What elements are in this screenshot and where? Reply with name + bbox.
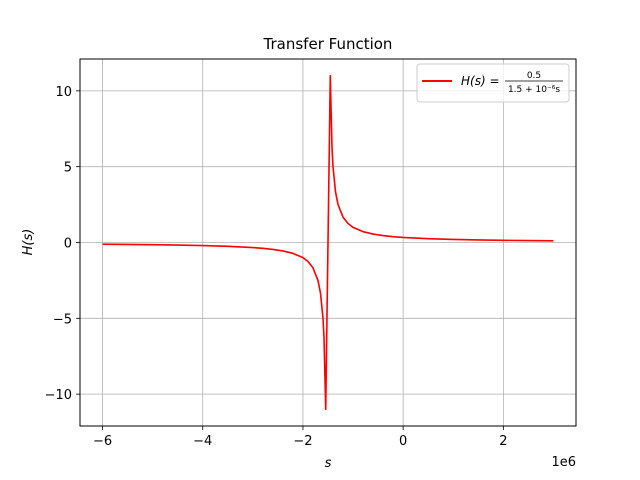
series-layer [102,74,554,411]
y-tick-label: −5 [53,312,72,327]
x-axis-offset-label: 1e6 [551,455,576,470]
legend-numerator: 0.5 [527,71,541,81]
y-axis: −10 −5 0 5 10 [45,85,80,403]
x-tick-label: −4 [193,434,212,449]
y-tick-label: 10 [55,85,72,100]
y-tick-label: 0 [64,237,72,252]
x-axis: −6 −4 −2 0 2 [93,426,507,449]
legend-denominator: 1.5 + 10⁻⁶s [508,85,560,95]
legend: H(s) = 0.5 1.5 + 10⁻⁶s [416,63,570,103]
y-axis-label: H(s) [21,229,36,256]
x-tick-label: −6 [93,434,112,449]
x-tick-label: −2 [293,434,312,449]
y-tick-label: −10 [45,388,72,403]
series-line [102,74,554,411]
x-tick-label: 2 [499,434,507,449]
y-tick-label: 5 [64,161,72,176]
legend-box [416,63,570,103]
x-axis-label: s [325,456,332,471]
x-tick-label: 0 [399,434,407,449]
chart-title: Transfer Function [263,35,393,53]
legend-label: H(s) = [461,74,500,88]
